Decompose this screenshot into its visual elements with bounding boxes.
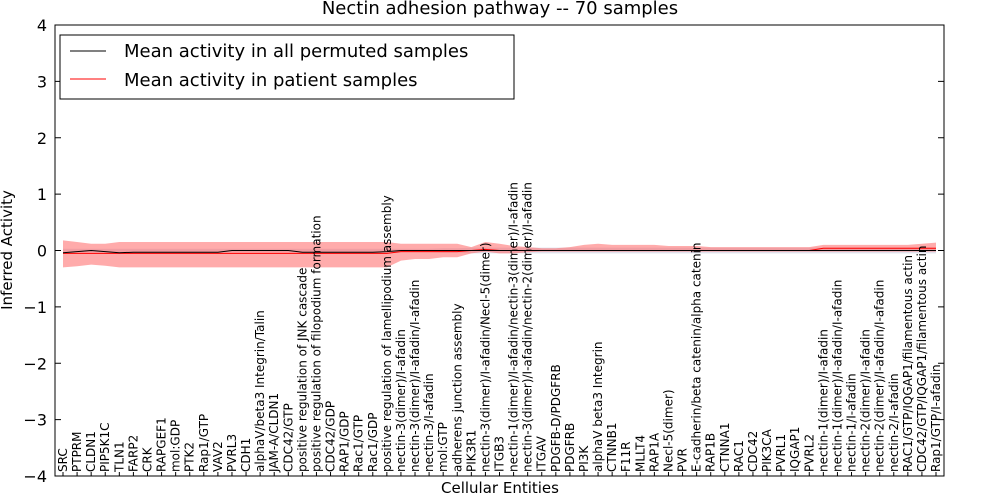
x-tick-label: RAC1	[732, 440, 746, 472]
x-tick-label: VAV2	[211, 441, 225, 472]
y-tick-label: 3	[37, 72, 47, 91]
chart-title: Nectin adhesion pathway -- 70 samples	[322, 0, 678, 19]
x-tick-label: ITGAV	[535, 435, 549, 472]
x-tick-label: nectin-2(dimer)/I-afadin	[859, 329, 873, 472]
x-tick-label: alphaV/beta3 Integrin/Talin	[253, 310, 267, 472]
x-tick-label: FARP2	[126, 435, 140, 472]
x-tick-label: IQGAP1	[788, 427, 802, 472]
x-tick-label: CDC42/GDP	[324, 401, 338, 472]
band-patient	[63, 240, 936, 267]
chart: SRC PTPRM CLDN1 PIP5K1C TLN1 FARP2 CRK RAPGEF1 m…	[0, 0, 1000, 500]
x-tick-label: MLLT4	[633, 435, 647, 472]
x-tick-label: JAM-A/CLDN1	[267, 393, 281, 473]
x-tick-label: CTNNA1	[718, 422, 732, 472]
x-tick-label: PIK3CA	[760, 428, 774, 472]
x-tick-label: positive regulation of JNK cascade	[295, 268, 309, 472]
x-tick-label: mol:GTP	[436, 422, 450, 472]
x-tick-label: nectin-1(dimer)/I-afadin	[816, 329, 830, 472]
x-tick-label: RAPGEF1	[155, 417, 169, 472]
x-tick-label: Rap1/GTP	[197, 414, 211, 472]
x-tick-label: PVRL3	[225, 434, 239, 472]
y-tick-label: −1	[23, 298, 47, 317]
x-tick-label: CDC42	[746, 431, 760, 472]
x-tick-label: RAP1/GDP	[338, 411, 352, 472]
x-tick-label: CTNNB1	[605, 422, 619, 472]
x-tick-label: PVRL1	[774, 434, 788, 472]
x-tick-label: ITGB3	[493, 436, 507, 472]
x-tick-label: CDC42/GTP/IQGAP1/filamentous actin	[915, 246, 929, 472]
x-tick-label: Rap1/GTP/I-afadin	[929, 364, 943, 472]
x-tick-label: PI3K	[577, 445, 591, 472]
x-tick-label: nectin-2(dimer)/I-afadin/I-afadin	[873, 280, 887, 472]
x-tick-label: PVRL2	[802, 434, 816, 472]
x-tick-label: nectin-1(dimer)/I-afadin/I-afadin	[830, 280, 844, 472]
y-tick-label: −3	[23, 411, 47, 430]
x-tick-label: nectin-3(dimer)/I-afadin/nectin-2(dimer)…	[521, 182, 535, 472]
y-axis-label: Inferred Activity	[0, 190, 16, 310]
x-tick-label: RAP1B	[704, 433, 718, 472]
x-tick-label: positive regulation of filopodium format…	[309, 215, 323, 472]
x-tick-label: nectin-3/I-afadin	[422, 373, 436, 472]
x-tick-label: nectin-3(dimer)/I-afadin/I-afadin	[408, 280, 422, 472]
y-tick-label: −2	[23, 354, 47, 373]
x-tick-label: CDC42/GTP	[281, 403, 295, 472]
x-axis-label: Cellular Entities	[441, 479, 559, 497]
x-tick-label: positive regulation of lamellipodium ass…	[380, 195, 394, 472]
legend: Mean activity in all permuted samples Me…	[60, 35, 514, 99]
y-tick-label: 2	[37, 129, 47, 148]
x-tick-label: TLN1	[112, 441, 126, 473]
x-tick-label: Rac1/GTP	[352, 415, 366, 472]
x-tick-label: PIP5K1C	[98, 422, 112, 472]
x-tick-label: Rac1/GDP	[366, 413, 380, 472]
x-tick-label: PTK2	[183, 442, 197, 472]
x-tick-label: PIK3R1	[464, 430, 478, 472]
x-tick-label: nectin-3(dimer)/I-afadin/Necl-5(dimer)	[478, 242, 492, 472]
x-tick-label: adherens junction assembly	[450, 303, 464, 472]
x-tick-label: RAP1A	[647, 432, 661, 472]
x-tick-label: nectin-1/I-afadin	[845, 373, 859, 472]
x-tick-labels: SRC PTPRM CLDN1 PIP5K1C TLN1 FARP2 CRK RAPGEF1 m…	[56, 182, 943, 476]
x-tick-label: RAC1/GTP/IQGAP1/filamentous actin	[901, 255, 915, 472]
x-tick-label: CDH1	[239, 438, 253, 472]
legend-label-patient: Mean activity in patient samples	[124, 70, 418, 91]
x-tick-label: PDGFRB	[563, 423, 577, 472]
y-tick-label: 0	[37, 242, 47, 261]
x-tick-label: Necl-5(dimer)	[661, 389, 675, 472]
confidence-bands	[63, 240, 936, 267]
x-tick-label: mol:GDP	[169, 420, 183, 472]
x-tick-label: E-cadherin/beta catenin/alpha catenin	[690, 242, 704, 472]
y-tick-label: −4	[23, 467, 47, 486]
x-tick-label: CRK	[140, 446, 154, 472]
x-tick-label: nectin-3(dimer)/I-afadin	[394, 329, 408, 472]
x-tick-label: alphaV beta3 Integrin	[591, 341, 605, 472]
x-tick-label: PDGFB-D/PDGFRB	[549, 364, 563, 472]
legend-label-permuted: Mean activity in all permuted samples	[124, 41, 468, 62]
x-tick-label: SRC	[56, 448, 70, 472]
x-tick-label: PVR	[676, 448, 690, 472]
x-tick-label: CLDN1	[84, 431, 98, 472]
x-tick-label: nectin-2/I-afadin	[887, 373, 901, 472]
x-tick-label: nectin-1(dimer)/I-afadin/nectin-3(dimer)…	[507, 182, 521, 472]
y-tick-label: 1	[37, 185, 47, 204]
x-tick-label: PTPRM	[70, 432, 84, 473]
x-tick-label: F11R	[619, 441, 633, 472]
y-tick-label: 4	[37, 16, 47, 35]
